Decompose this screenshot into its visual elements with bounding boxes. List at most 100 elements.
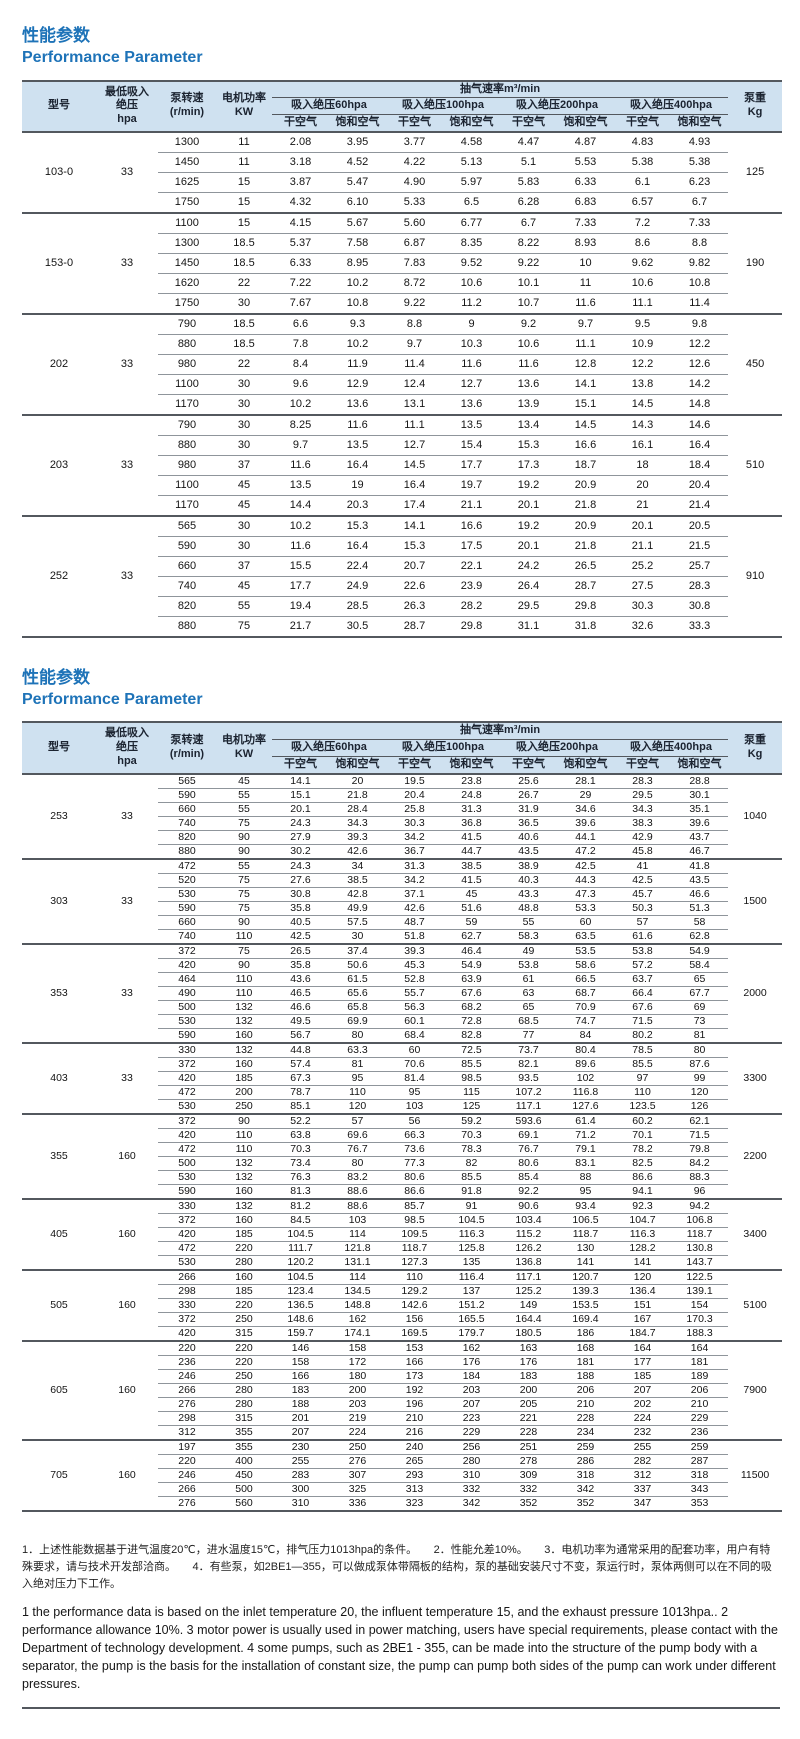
value-cell: 69: [671, 1000, 729, 1015]
value-cell: 6.10: [329, 192, 386, 214]
value-cell: 88.6: [329, 1184, 386, 1200]
weight-cell: 910: [745, 570, 765, 583]
value-cell: 14.5: [614, 394, 671, 416]
value-cell: 343: [671, 1482, 729, 1497]
speed-cell: 372: [158, 1213, 216, 1228]
value-cell: 42.8: [329, 887, 386, 902]
value-cell: 6.33: [557, 172, 614, 193]
value-cell: 14.1: [386, 515, 443, 537]
value-cell: 43.5: [671, 873, 729, 888]
value-cell: 229: [671, 1411, 729, 1426]
power-cell: 220: [216, 1340, 272, 1356]
speed-cell: 420: [158, 1227, 216, 1242]
table-row: 220 400 255 276 265 280 278 286 282 287: [22, 1454, 782, 1469]
value-cell: 63.7: [614, 972, 671, 987]
value-cell: 16.1: [614, 435, 671, 456]
value-cell: 11.2: [443, 293, 500, 315]
value-cell: 6.77: [443, 212, 500, 234]
value-cell: 10.2: [272, 394, 329, 416]
value-cell: 16.4: [671, 435, 729, 456]
power-cell: 132: [216, 1156, 272, 1171]
value-cell: 25.2: [614, 556, 671, 577]
value-cell: 30.3: [614, 596, 671, 617]
value-cell: 174.1: [329, 1326, 386, 1342]
speed-cell: 1170: [158, 495, 216, 517]
model-group-303: 303 33 472 55 24.3 34 31.3 38.5 38.9 42.5 41 41.8 15…: [22, 858, 783, 945]
value-cell: 203: [329, 1397, 386, 1412]
speed-cell: 1100: [158, 212, 216, 234]
value-cell: 8.95: [329, 253, 386, 274]
value-cell: 309: [500, 1468, 557, 1483]
value-cell: 29.8: [443, 616, 500, 638]
value-cell: 43.7: [671, 830, 729, 845]
value-cell: 156: [386, 1312, 443, 1327]
value-cell: 28.5: [329, 596, 386, 617]
value-cell: 15.4: [443, 435, 500, 456]
value-cell: 127.6: [557, 1099, 614, 1115]
value-cell: 13.5: [272, 475, 329, 496]
value-cell: 66.5: [557, 972, 614, 987]
power-cell: 75: [216, 901, 272, 916]
value-cell: 255: [614, 1439, 671, 1455]
model-group-705: 705 160 197 355 230 250 240 256 251 259 255 259 1150…: [22, 1439, 783, 1512]
value-cell: 34.2: [386, 873, 443, 888]
value-cell: 32.6: [614, 616, 671, 638]
value-cell: 45.8: [614, 844, 671, 860]
value-cell: 31.3: [443, 802, 500, 817]
value-cell: 48.8: [500, 901, 557, 916]
table-row: 530 75 30.8 42.8 37.1 45 43.3 47.3 45.7 46.6: [22, 887, 782, 902]
value-cell: 96: [671, 1184, 729, 1200]
speed-cell: 472: [158, 1085, 216, 1100]
value-cell: 151.2: [443, 1298, 500, 1313]
value-cell: 42.5: [272, 929, 329, 945]
value-cell: 283: [272, 1468, 329, 1483]
value-cell: 181: [671, 1355, 729, 1370]
value-cell: 66.4: [614, 986, 671, 1001]
col-header-speed: 泵转速 (r/min): [169, 734, 205, 761]
value-cell: 20.7: [386, 556, 443, 577]
value-cell: 71.5: [614, 1014, 671, 1029]
value-cell: 88.3: [671, 1170, 729, 1185]
model-cell: 353: [50, 987, 68, 1000]
value-cell: 153: [386, 1340, 443, 1356]
power-cell: 355: [216, 1439, 272, 1455]
speed-cell: 236: [158, 1355, 216, 1370]
value-cell: 35.1: [671, 802, 729, 817]
table-row: 372 160 84.5 103 98.5 104.5 103.4 106.5 104.7 106…: [22, 1213, 782, 1228]
value-cell: 107.2: [500, 1085, 557, 1100]
value-cell: 9.22: [386, 293, 443, 315]
model-group-403: 403 33 330 132 44.8 63.3 60 72.5 73.7 80.4 78.5 80 3…: [22, 1042, 783, 1115]
col-header-saturated-air: 饱和空气: [449, 116, 494, 129]
value-cell: 12.2: [614, 354, 671, 375]
table-row: 705 160 197 355 230 250 240 256 251 259 255 259 1150…: [22, 1439, 782, 1481]
value-cell: 40.6: [500, 830, 557, 845]
value-cell: 62.7: [443, 929, 500, 945]
value-cell: 192: [386, 1383, 443, 1398]
value-cell: 73.7: [500, 1042, 557, 1058]
power-cell: 280: [216, 1383, 272, 1398]
value-cell: 68.7: [557, 986, 614, 1001]
value-cell: 58: [671, 915, 729, 930]
speed-cell: 740: [158, 929, 216, 945]
value-cell: 68.2: [443, 1000, 500, 1015]
value-cell: 251: [500, 1439, 557, 1455]
model-cell: 203: [49, 459, 69, 472]
value-cell: 8.8: [671, 233, 729, 254]
value-cell: 228: [500, 1425, 557, 1441]
value-cell: 103: [386, 1099, 443, 1115]
value-cell: 13.5: [329, 435, 386, 456]
value-cell: 9: [443, 313, 500, 335]
value-cell: 5.67: [329, 212, 386, 234]
min-pressure-cell: 160: [118, 1384, 136, 1397]
col-header-pumping-rate: 抽气速率m³/min: [272, 80, 729, 99]
value-cell: 60.1: [386, 1014, 443, 1029]
value-cell: 10.2: [329, 334, 386, 355]
speed-cell: 420: [158, 1128, 216, 1143]
power-cell: 250: [216, 1312, 272, 1327]
speed-cell: 660: [158, 802, 216, 817]
value-cell: 9.6: [272, 374, 329, 395]
value-cell: 18: [614, 455, 671, 476]
value-cell: 310: [443, 1468, 500, 1483]
value-cell: 188.3: [671, 1326, 729, 1342]
section-title-cn: 性能参数: [22, 667, 90, 687]
